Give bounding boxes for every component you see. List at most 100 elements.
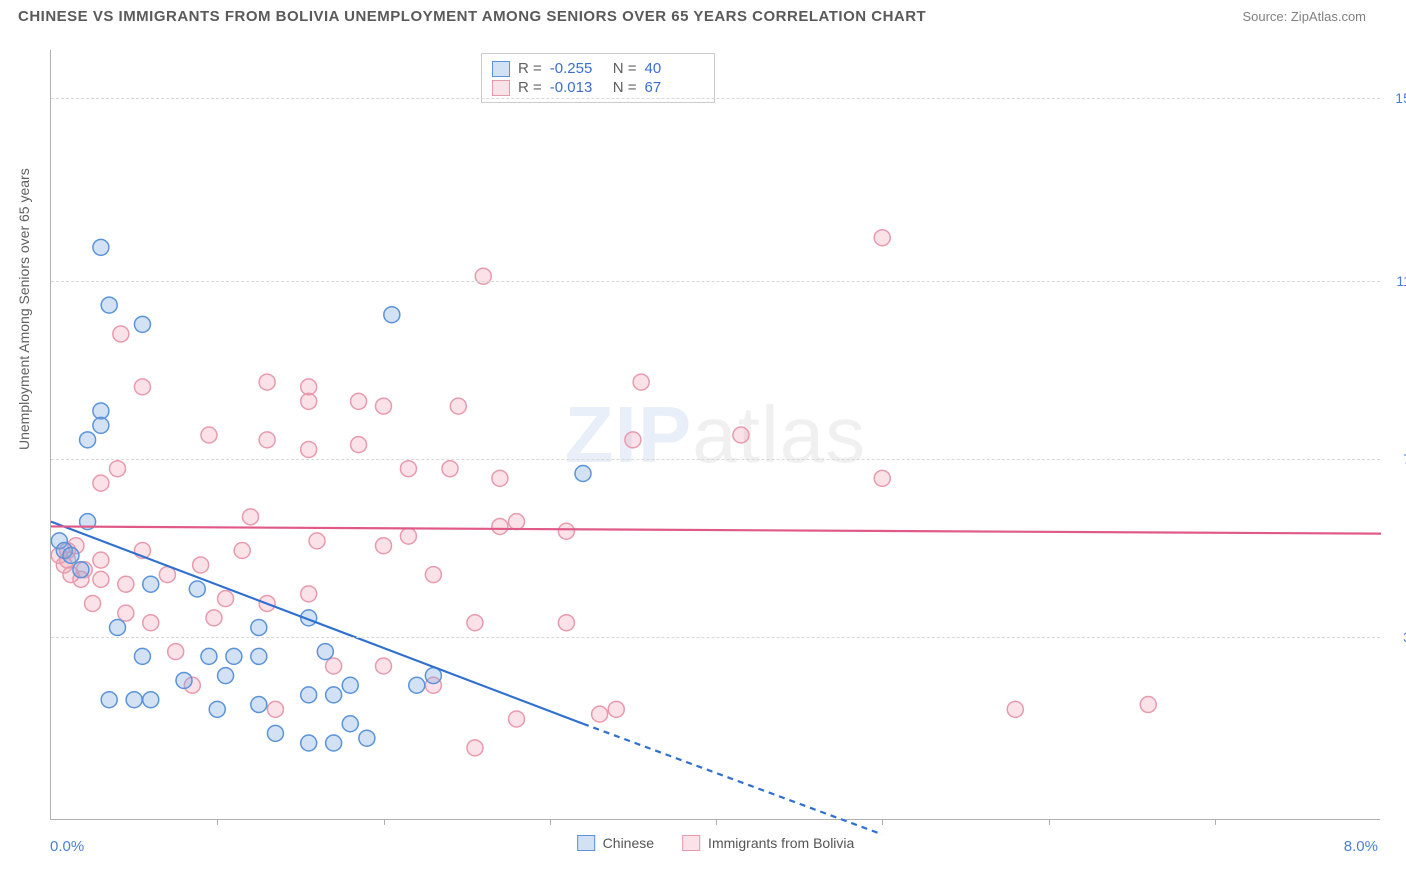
- x-tick: [1049, 819, 1050, 825]
- data-point: [608, 701, 624, 717]
- r-label: R =: [518, 60, 542, 77]
- swatch-bolivia: [492, 80, 510, 96]
- source-attribution: Source: ZipAtlas.com: [1242, 9, 1366, 24]
- swatch-chinese: [492, 61, 510, 77]
- data-point: [359, 730, 375, 746]
- n-label: N =: [613, 60, 637, 77]
- data-point: [134, 648, 150, 664]
- data-point: [509, 711, 525, 727]
- n-value-chinese: 40: [645, 60, 700, 77]
- data-point: [376, 658, 392, 674]
- data-point: [143, 615, 159, 631]
- data-point: [251, 648, 267, 664]
- data-point: [384, 307, 400, 323]
- data-point: [492, 470, 508, 486]
- data-point: [874, 470, 890, 486]
- stats-legend: R = -0.255 N = 40 R = -0.013 N = 67: [481, 53, 715, 103]
- r-label-2: R =: [518, 79, 542, 96]
- data-point: [176, 672, 192, 688]
- n-value-bolivia: 67: [645, 79, 700, 96]
- data-point: [93, 239, 109, 255]
- data-point: [101, 297, 117, 313]
- data-point: [110, 461, 126, 477]
- legend-item-bolivia: Immigrants from Bolivia: [682, 835, 854, 851]
- chart-svg: [51, 50, 1380, 819]
- data-point: [73, 562, 89, 578]
- data-point: [243, 509, 259, 525]
- y-tick-label: 15.0%: [1385, 90, 1406, 106]
- legend-swatch-bolivia: [682, 835, 700, 851]
- series-legend: Chinese Immigrants from Bolivia: [577, 835, 855, 851]
- data-point: [168, 644, 184, 660]
- data-point: [113, 326, 129, 342]
- gridline-h: [51, 637, 1380, 638]
- data-point: [101, 692, 117, 708]
- x-tick: [882, 819, 883, 825]
- data-point: [400, 528, 416, 544]
- data-point: [134, 316, 150, 332]
- y-tick-label: 7.5%: [1385, 451, 1406, 467]
- data-point: [326, 658, 342, 674]
- data-point: [1007, 701, 1023, 717]
- data-point: [251, 697, 267, 713]
- data-point: [93, 403, 109, 419]
- gridline-h: [51, 281, 1380, 282]
- data-point: [351, 437, 367, 453]
- data-point: [259, 432, 275, 448]
- data-point: [450, 398, 466, 414]
- data-point: [209, 701, 225, 717]
- data-point: [193, 557, 209, 573]
- data-point: [376, 538, 392, 554]
- data-point: [317, 644, 333, 660]
- y-axis-title: Unemployment Among Seniors over 65 years: [16, 168, 32, 450]
- data-point: [409, 677, 425, 693]
- data-point: [63, 547, 79, 563]
- data-point: [218, 591, 234, 607]
- data-point: [301, 735, 317, 751]
- n-label-2: N =: [613, 79, 637, 96]
- data-point: [558, 523, 574, 539]
- data-point: [442, 461, 458, 477]
- data-point: [301, 393, 317, 409]
- r-value-chinese: -0.255: [550, 60, 605, 77]
- x-axis-min: 0.0%: [50, 838, 84, 855]
- data-point: [126, 692, 142, 708]
- data-point: [1140, 697, 1156, 713]
- data-point: [376, 398, 392, 414]
- x-axis-max: 8.0%: [1344, 838, 1378, 855]
- data-point: [467, 615, 483, 631]
- legend-label-bolivia: Immigrants from Bolivia: [708, 835, 854, 851]
- x-tick: [550, 819, 551, 825]
- stats-row-bolivia: R = -0.013 N = 67: [492, 78, 700, 97]
- data-point: [85, 595, 101, 611]
- data-point: [874, 230, 890, 246]
- data-point: [267, 701, 283, 717]
- data-point: [201, 648, 217, 664]
- data-point: [93, 417, 109, 433]
- data-point: [143, 692, 159, 708]
- data-point: [733, 427, 749, 443]
- data-point: [110, 620, 126, 636]
- data-point: [301, 687, 317, 703]
- data-point: [218, 668, 234, 684]
- r-value-bolivia: -0.013: [550, 79, 605, 96]
- data-point: [633, 374, 649, 390]
- legend-item-chinese: Chinese: [577, 835, 654, 851]
- data-point: [80, 432, 96, 448]
- data-point: [143, 576, 159, 592]
- data-point: [189, 581, 205, 597]
- data-point: [492, 518, 508, 534]
- data-point: [351, 393, 367, 409]
- y-tick-label: 3.8%: [1385, 629, 1406, 645]
- data-point: [342, 677, 358, 693]
- data-point: [93, 552, 109, 568]
- data-point: [342, 716, 358, 732]
- chart-title: CHINESE VS IMMIGRANTS FROM BOLIVIA UNEMP…: [18, 8, 926, 25]
- data-point: [301, 379, 317, 395]
- data-point: [118, 576, 134, 592]
- plot-area: ZIPatlas R = -0.255 N = 40 R = -0.013 N …: [50, 50, 1380, 820]
- data-point: [326, 735, 342, 751]
- x-tick: [384, 819, 385, 825]
- data-point: [301, 586, 317, 602]
- data-point: [226, 648, 242, 664]
